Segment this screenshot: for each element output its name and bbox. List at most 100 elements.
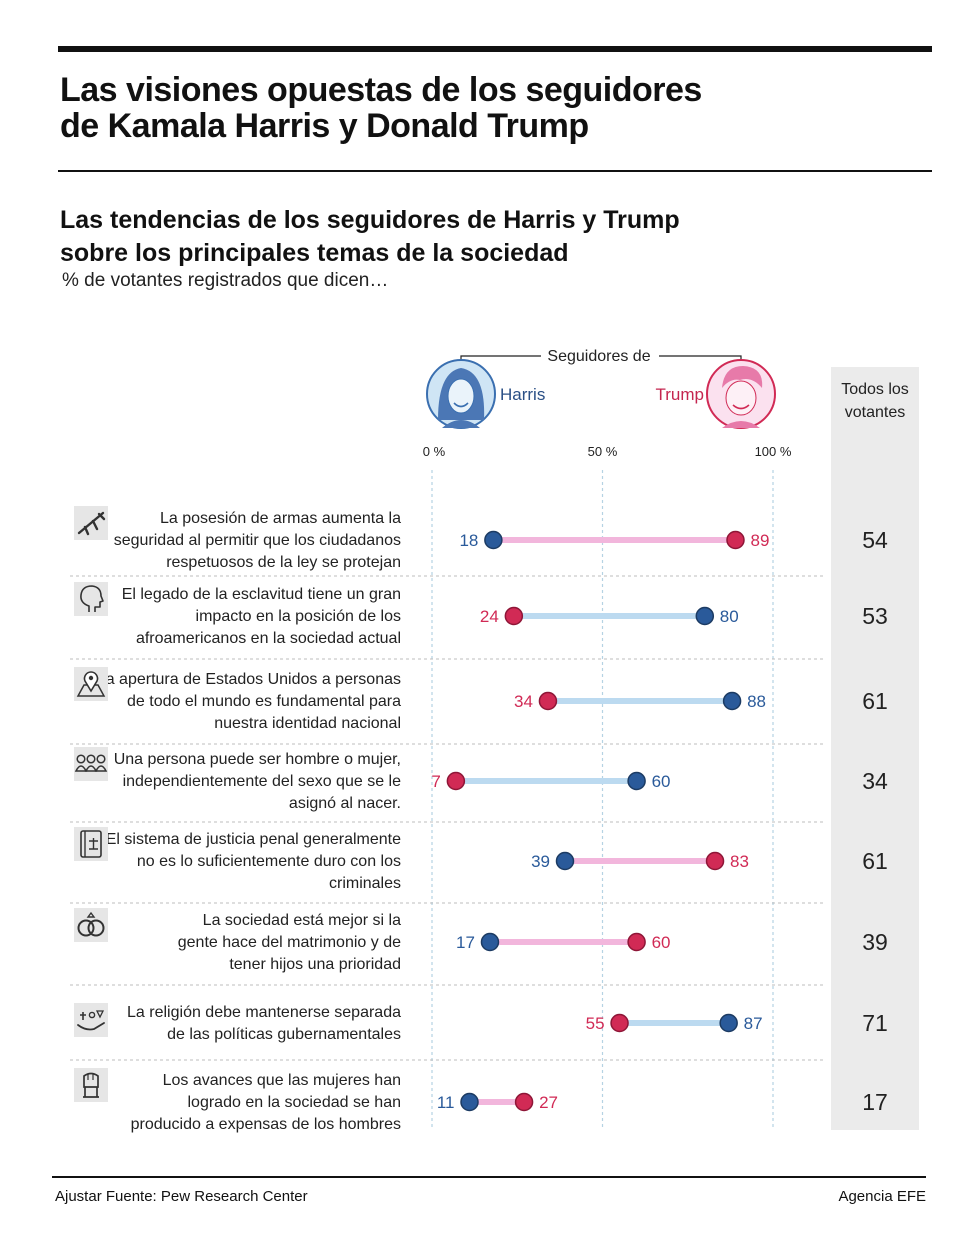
harris-value-label: 88 xyxy=(747,692,766,711)
chart-subnote: % de votantes registrados que dicen… xyxy=(62,270,389,291)
harris-value-label: 18 xyxy=(459,531,478,550)
trump-portrait xyxy=(706,359,776,429)
raised-fist-icon xyxy=(74,1068,108,1102)
row-label-line: impacto en la posición de los xyxy=(196,608,401,625)
harris-dot xyxy=(460,1092,479,1112)
legend-harris-label: Harris xyxy=(500,385,545,404)
subtitle-line-1: Las tendencias de los seguidores de Harr… xyxy=(60,206,680,234)
trump-dot xyxy=(726,530,745,550)
title-rule xyxy=(58,170,932,172)
row-label-line: La sociedad está mejor si la xyxy=(203,912,401,929)
harris-dot xyxy=(695,606,715,626)
total-value-label: 61 xyxy=(862,848,888,874)
title-line-1: Las visiones opuestas de los seguidores xyxy=(60,71,702,109)
harris-dot xyxy=(484,530,503,550)
legend-group-label: Seguidores de xyxy=(547,348,650,365)
people-group-icon xyxy=(74,747,108,781)
total-value-label: 71 xyxy=(862,1010,888,1036)
head-silhouette-icon xyxy=(74,582,108,616)
x-tick-label: 50 % xyxy=(588,444,618,459)
ring-right xyxy=(87,919,105,937)
harris-dot xyxy=(722,691,742,711)
harris-value-label: 87 xyxy=(744,1014,763,1033)
harris-value-label: 17 xyxy=(456,933,475,952)
harris-dot xyxy=(627,771,646,791)
row-label-line: La posesión de armas aumenta la xyxy=(160,510,401,527)
subtitle-line-2: sobre los principales temas de la socied… xyxy=(60,239,569,267)
total-value-label: 53 xyxy=(862,603,888,629)
total-value-label: 61 xyxy=(862,688,888,714)
trump-dot xyxy=(627,932,646,952)
total-value-label: 54 xyxy=(862,527,888,553)
harris-face xyxy=(447,378,475,414)
harris-dot xyxy=(719,1013,738,1033)
row-label-line: no es lo suficientemente duro con los xyxy=(137,853,401,870)
trump-value-label: 89 xyxy=(750,531,769,550)
footer-rule xyxy=(52,1176,926,1178)
icon-bg xyxy=(74,747,108,781)
harris-value-label: 39 xyxy=(531,852,550,871)
trump-hair xyxy=(722,366,763,388)
row-label-line: logrado en la sociedad se han xyxy=(188,1094,402,1111)
trump-dot xyxy=(514,1092,534,1112)
row-label-line: producido a expensas de los hombres xyxy=(131,1116,401,1133)
page-title: Las visiones opuestas de los seguidores … xyxy=(60,72,920,144)
trump-value-label: 27 xyxy=(539,1093,558,1112)
chart-subtitle: Las tendencias de los seguidores de Harr… xyxy=(60,204,820,270)
trump-dot xyxy=(705,851,725,871)
trump-dot xyxy=(538,691,558,711)
row-label-line: Una persona puede ser hombre o mujer, xyxy=(114,751,401,768)
harris-smile xyxy=(453,402,469,408)
harris-dot xyxy=(480,932,500,952)
trump-value-label: 55 xyxy=(586,1014,605,1033)
icon-bg xyxy=(74,1003,108,1037)
ring-gem xyxy=(86,911,96,918)
top-rule xyxy=(58,46,932,52)
totals-header-line-2: votantes xyxy=(845,404,905,421)
trump-value-label: 24 xyxy=(480,607,499,626)
row-label-line: nuestra identidad nacional xyxy=(214,715,401,732)
pin-shape xyxy=(83,671,99,693)
rifle-icon xyxy=(74,506,108,540)
scales-shape xyxy=(89,838,98,850)
row-label-line: asignó al nacer. xyxy=(289,795,401,812)
trump-face xyxy=(725,380,757,416)
map-pin-icon xyxy=(74,667,108,701)
fist-arm xyxy=(83,1087,99,1098)
total-value-label: 39 xyxy=(862,929,888,955)
map-base xyxy=(76,684,106,697)
row-label-line: respetuosos de la ley se protejan xyxy=(166,554,401,571)
source-note: Ajustar Fuente: Pew Research Center xyxy=(55,1188,308,1205)
circle-symbol xyxy=(88,1011,96,1019)
row-label-line: criminales xyxy=(329,875,401,892)
totals-panel xyxy=(831,367,919,1130)
row-label-line: El sistema de justicia penal generalment… xyxy=(106,831,401,848)
person-head xyxy=(86,754,96,764)
person-body xyxy=(94,765,108,772)
harris-value-label: 80 xyxy=(720,607,739,626)
trump-dot xyxy=(446,771,466,791)
total-value-label: 17 xyxy=(862,1089,888,1115)
harris-shoulders xyxy=(442,420,480,428)
head-shape xyxy=(80,585,104,612)
trump-smile xyxy=(732,404,750,410)
pin-dot xyxy=(88,675,94,681)
title-line-2: de Kamala Harris y Donald Trump xyxy=(60,107,589,145)
row-label-line: seguridad al permitir que los ciudadanos xyxy=(114,532,401,549)
wedding-rings-icon xyxy=(74,908,108,942)
row-label-line: tener hijos una prioridad xyxy=(229,956,401,973)
agency-credit: Agencia EFE xyxy=(838,1188,926,1205)
row-label-line: de las políticas gubernamentales xyxy=(167,1026,401,1043)
hand-shape xyxy=(77,1022,105,1031)
harris-dot xyxy=(555,851,575,871)
row-label-line: gente hace del matrimonio y de xyxy=(178,934,401,951)
row-label-line: independientemente del sexo que se le xyxy=(123,773,402,790)
icon-bg xyxy=(74,827,108,861)
trump-value-label: 7 xyxy=(431,772,440,791)
cross-symbol xyxy=(80,1012,86,1020)
x-tick-label: 0 % xyxy=(423,444,446,459)
fist-shape xyxy=(83,1072,99,1088)
row-label-line: afroamericanos en la sociedad actual xyxy=(136,630,401,647)
fist-fingers xyxy=(87,1074,94,1080)
